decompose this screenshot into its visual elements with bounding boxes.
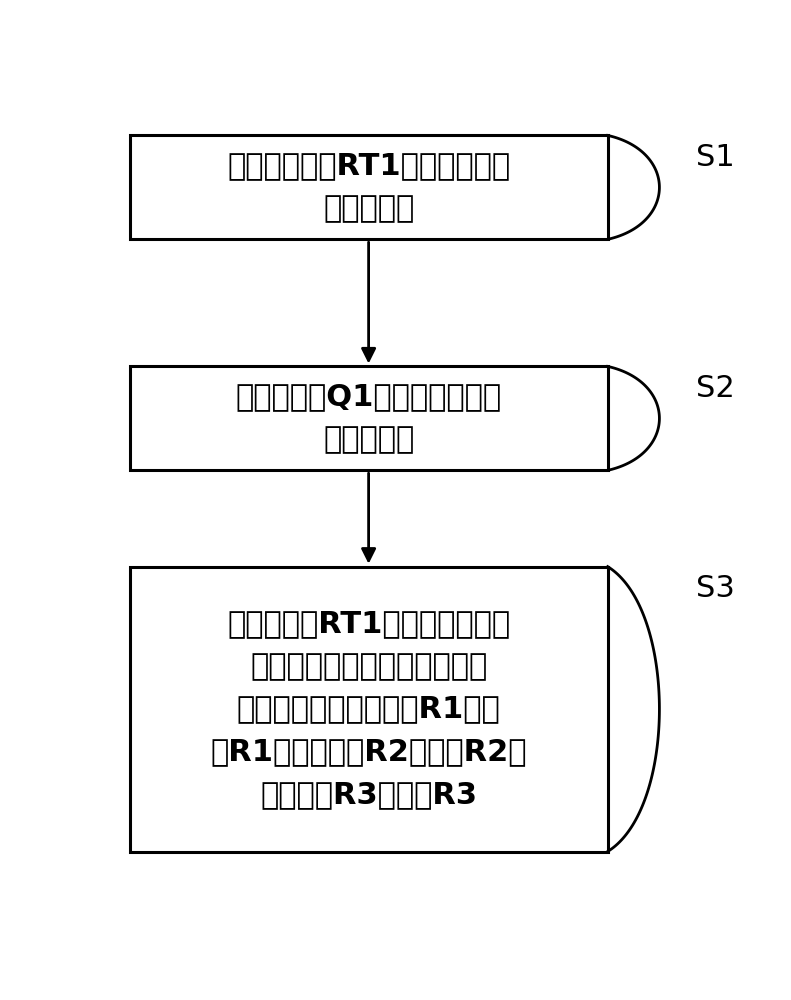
FancyBboxPatch shape <box>130 135 607 239</box>
Text: 获取热敏电阻RT1在三个温度值
对应的阻值: 获取热敏电阻RT1在三个温度值 对应的阻值 <box>227 151 510 223</box>
Text: 获取晶体管Q1在三个温度值时
的基极电压: 获取晶体管Q1在三个温度值时 的基极电压 <box>236 382 501 454</box>
Text: 将热敏电阻RT1的三个阻值和晶
体管的三个基极电压带入公式
中，计算得到分压电阻R1的阻
值R1、分压电阻R2的阻值R2、
分压电阻R3的阻值R3: 将热敏电阻RT1的三个阻值和晶 体管的三个基极电压带入公式 中，计算得到分压电阻… <box>210 609 527 809</box>
Text: S1: S1 <box>696 143 735 172</box>
Text: S3: S3 <box>696 574 735 603</box>
FancyBboxPatch shape <box>130 366 607 470</box>
FancyBboxPatch shape <box>130 567 607 852</box>
Text: S2: S2 <box>696 374 735 403</box>
